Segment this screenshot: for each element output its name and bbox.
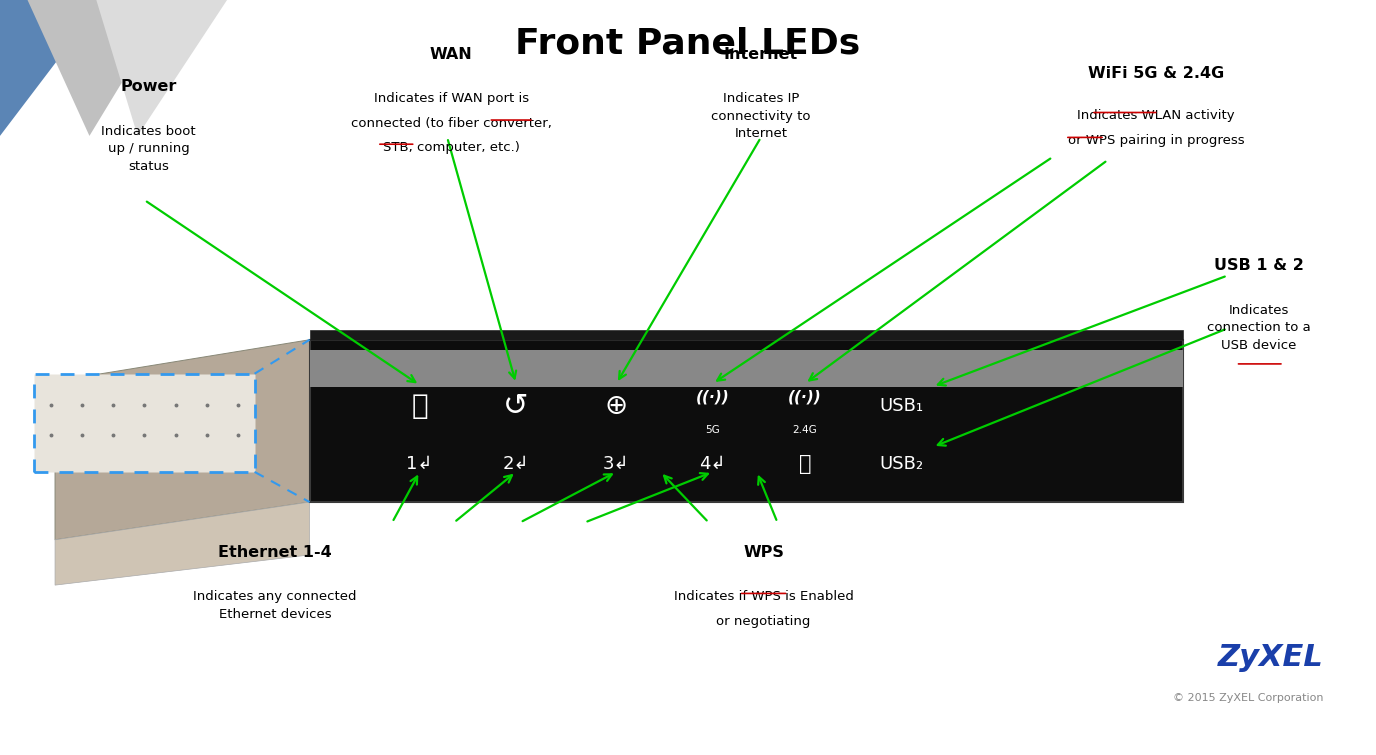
Text: Internet: Internet [724, 47, 798, 62]
Text: Front Panel LEDs: Front Panel LEDs [516, 26, 860, 60]
Polygon shape [55, 502, 310, 585]
Text: or negotiating: or negotiating [717, 615, 810, 628]
Text: Power: Power [121, 79, 176, 94]
Text: or WPS pairing in progress: or WPS pairing in progress [1068, 134, 1244, 147]
Text: Indicates if WPS is Enabled: Indicates if WPS is Enabled [674, 590, 853, 603]
Text: WAN: WAN [429, 47, 473, 62]
FancyBboxPatch shape [310, 340, 1183, 502]
Text: Ethernet 1-4: Ethernet 1-4 [219, 545, 332, 560]
Text: ↺: ↺ [504, 392, 528, 421]
Text: 2↲: 2↲ [502, 455, 530, 473]
Polygon shape [96, 0, 227, 136]
Text: 5G: 5G [706, 425, 720, 436]
Text: ((·)): ((·)) [788, 390, 821, 405]
Text: USB₂: USB₂ [879, 455, 923, 473]
Text: Indicates WLAN activity: Indicates WLAN activity [1077, 109, 1234, 122]
Text: USB 1 & 2: USB 1 & 2 [1214, 258, 1304, 273]
Text: 🔓: 🔓 [798, 455, 812, 474]
Text: ((·)): ((·)) [696, 390, 729, 405]
FancyBboxPatch shape [34, 374, 255, 472]
Text: 2.4G: 2.4G [793, 425, 817, 436]
Text: WPS: WPS [743, 545, 784, 560]
Polygon shape [0, 0, 103, 136]
Text: Indicates
connection to a
USB device: Indicates connection to a USB device [1207, 304, 1311, 352]
Text: 4↲: 4↲ [699, 455, 727, 473]
Text: Indicates any connected
Ethernet devices: Indicates any connected Ethernet devices [194, 590, 356, 621]
Text: ⊕: ⊕ [605, 392, 627, 421]
Text: 3↲: 3↲ [603, 455, 630, 473]
Text: ⏻: ⏻ [411, 392, 428, 421]
Text: STB, computer, etc.): STB, computer, etc.) [383, 141, 520, 154]
FancyBboxPatch shape [310, 330, 1183, 340]
Text: © 2015 ZyXEL Corporation: © 2015 ZyXEL Corporation [1174, 693, 1324, 703]
Polygon shape [28, 0, 172, 136]
Polygon shape [55, 340, 310, 540]
Text: connected (to fiber converter,: connected (to fiber converter, [351, 117, 552, 130]
Text: WiFi 5G & 2.4G: WiFi 5G & 2.4G [1087, 66, 1225, 82]
Text: USB₁: USB₁ [879, 397, 923, 415]
Text: 1↲: 1↲ [406, 455, 433, 473]
FancyBboxPatch shape [310, 350, 1183, 387]
Text: Indicates if WAN port is: Indicates if WAN port is [374, 92, 528, 105]
Text: Indicates IP
connectivity to
Internet: Indicates IP connectivity to Internet [711, 92, 810, 140]
Text: Indicates boot
up / running
status: Indicates boot up / running status [102, 125, 195, 173]
Text: ZyXEL: ZyXEL [1218, 643, 1324, 672]
